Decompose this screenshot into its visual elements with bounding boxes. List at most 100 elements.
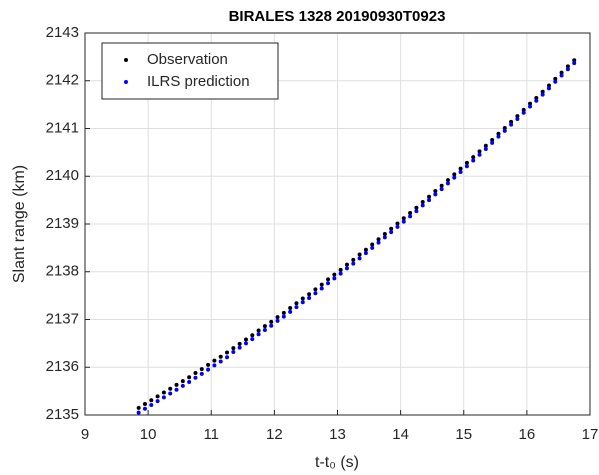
- point: [521, 107, 526, 112]
- point: [553, 79, 558, 84]
- point: [174, 382, 179, 387]
- point: [142, 402, 147, 407]
- point: [351, 257, 356, 262]
- y-tick-label: 2141: [46, 119, 79, 136]
- point: [572, 58, 577, 63]
- y-tick-label: 2135: [46, 406, 79, 423]
- point: [534, 98, 539, 103]
- point: [395, 224, 400, 229]
- point: [528, 101, 533, 106]
- point: [376, 237, 381, 242]
- point: [281, 314, 286, 319]
- point: [243, 337, 248, 342]
- point: [496, 131, 501, 136]
- point: [351, 261, 356, 266]
- legend-label: Observation: [147, 51, 228, 68]
- point: [313, 291, 318, 296]
- point: [515, 114, 520, 119]
- point: [483, 147, 488, 152]
- point: [281, 310, 286, 315]
- point: [357, 256, 362, 261]
- point: [332, 272, 337, 277]
- point: [168, 391, 173, 396]
- point: [553, 76, 558, 81]
- point: [294, 301, 299, 306]
- point: [464, 160, 469, 165]
- x-tick-label: 11: [203, 426, 219, 443]
- point: [237, 341, 242, 346]
- chart-title: BIRALES 1328 20190930T0923: [229, 8, 446, 25]
- point: [338, 271, 343, 276]
- point: [540, 89, 545, 94]
- point: [313, 287, 318, 292]
- x-axis-label: t-t₀ (s): [315, 454, 359, 471]
- point: [401, 219, 406, 224]
- point: [357, 252, 362, 257]
- point: [496, 134, 501, 139]
- point: [256, 328, 261, 333]
- y-tick-label: 2138: [46, 263, 79, 280]
- point: [490, 137, 495, 142]
- point: [521, 110, 526, 115]
- point: [382, 235, 387, 240]
- point: [262, 328, 267, 333]
- point: [546, 86, 551, 91]
- point: [307, 292, 312, 297]
- point: [149, 402, 154, 407]
- point: [300, 300, 305, 305]
- point: [408, 214, 413, 219]
- point: [540, 92, 545, 97]
- point: [231, 346, 236, 351]
- x-tick-label: 10: [140, 426, 157, 443]
- point: [338, 267, 343, 272]
- point: [395, 221, 400, 226]
- point: [218, 359, 223, 364]
- point: [250, 337, 255, 342]
- point: [250, 333, 255, 338]
- point: [477, 152, 482, 157]
- point: [458, 169, 463, 174]
- point: [528, 104, 533, 109]
- y-tick-label: 2137: [46, 310, 79, 327]
- point: [370, 242, 375, 247]
- y-tick-label: 2143: [46, 24, 79, 41]
- y-tick-label: 2140: [46, 167, 79, 184]
- point: [136, 405, 141, 410]
- point: [243, 341, 248, 346]
- point: [439, 183, 444, 188]
- y-tick-label: 2136: [46, 358, 79, 375]
- legend-box: [101, 42, 279, 100]
- point: [269, 323, 274, 328]
- point: [161, 395, 166, 400]
- point: [389, 230, 394, 235]
- x-tick-label: 9: [81, 426, 89, 443]
- point: [326, 281, 331, 286]
- point: [180, 379, 185, 384]
- point: [300, 296, 305, 301]
- x-tick-label: 12: [266, 426, 283, 443]
- point: [376, 240, 381, 245]
- point: [193, 370, 198, 375]
- plot-frame: [84, 32, 591, 416]
- point: [275, 318, 280, 323]
- point: [427, 198, 432, 203]
- point: [212, 363, 217, 368]
- point: [326, 277, 331, 282]
- point: [206, 362, 211, 367]
- point: [225, 355, 230, 360]
- point: [180, 383, 185, 388]
- point: [439, 187, 444, 192]
- point: [370, 245, 375, 250]
- point: [136, 410, 141, 415]
- y-tick-label: 2142: [46, 72, 79, 89]
- point: [534, 95, 539, 100]
- point: [142, 406, 147, 411]
- point: [155, 399, 160, 404]
- point: [502, 126, 507, 131]
- x-tick-label: 16: [519, 426, 536, 443]
- point: [420, 200, 425, 205]
- point: [262, 324, 267, 329]
- point: [344, 262, 349, 267]
- point: [319, 286, 324, 291]
- y-tick-label: 2139: [46, 215, 79, 232]
